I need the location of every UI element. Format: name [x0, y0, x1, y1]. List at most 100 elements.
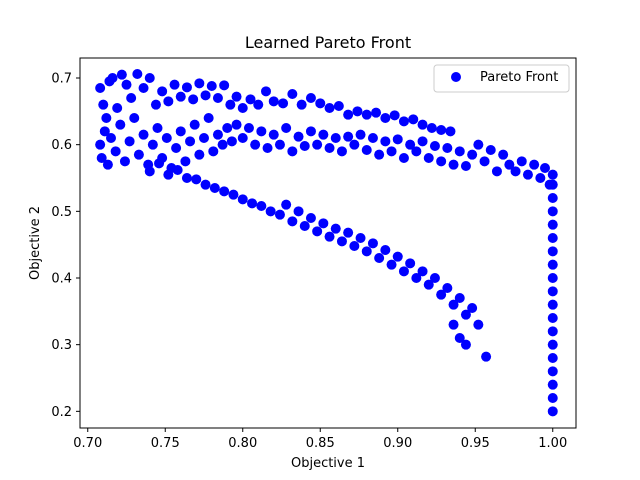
- data-point: [265, 206, 276, 217]
- legend-label: Pareto Front: [480, 70, 558, 85]
- data-point: [324, 103, 335, 113]
- data-point: [245, 94, 256, 105]
- data-point: [95, 139, 106, 150]
- data-point: [411, 273, 422, 283]
- data-point: [199, 133, 209, 143]
- data-point: [460, 339, 471, 350]
- data-point: [132, 69, 143, 79]
- data-point: [253, 99, 264, 110]
- data-point: [318, 129, 329, 140]
- data-point: [522, 169, 533, 180]
- legend: Pareto Front: [433, 64, 570, 93]
- data-point: [460, 309, 471, 320]
- data-point: [445, 126, 456, 137]
- data-point: [547, 206, 558, 217]
- y-tick-label: 0.7: [51, 72, 72, 87]
- data-point: [367, 238, 378, 249]
- data-point: [547, 219, 558, 230]
- x-tick-label: 0.90: [383, 436, 412, 451]
- y-axis-ticks: 0.2 0.3 0.4 0.5 0.6 0.7: [51, 72, 80, 420]
- data-point: [361, 109, 372, 120]
- data-point: [448, 159, 459, 170]
- data-point: [171, 143, 182, 153]
- data-point: [305, 213, 316, 223]
- data-point: [281, 199, 292, 210]
- data-point: [371, 107, 382, 118]
- data-point: [398, 116, 409, 127]
- x-axis-label: Objective 1: [291, 456, 365, 471]
- data-point: [268, 96, 279, 107]
- data-point: [219, 186, 230, 197]
- data-point: [152, 123, 163, 133]
- data-point: [547, 193, 558, 203]
- data-point: [408, 114, 419, 125]
- data-point: [188, 94, 199, 105]
- data-point: [454, 146, 465, 157]
- data-point: [367, 133, 378, 143]
- data-point: [336, 146, 347, 157]
- data-point: [547, 326, 558, 337]
- data-point: [547, 259, 558, 270]
- data-point: [129, 113, 140, 123]
- data-point: [442, 283, 453, 293]
- data-point: [485, 145, 496, 155]
- data-point: [261, 86, 271, 97]
- data-point: [287, 89, 298, 99]
- data-point: [274, 209, 285, 220]
- data-point: [281, 123, 292, 133]
- data-point: [436, 156, 447, 167]
- data-point: [324, 143, 335, 153]
- data-point: [386, 146, 397, 157]
- data-point: [101, 113, 112, 123]
- data-point: [349, 139, 360, 150]
- data-point: [116, 69, 127, 80]
- data-point: [231, 119, 242, 130]
- data-point: [237, 103, 248, 113]
- data-point: [547, 313, 558, 323]
- data-point: [175, 91, 186, 102]
- data-point: [361, 246, 372, 257]
- data-point: [150, 99, 161, 110]
- data-point: [293, 206, 304, 217]
- data-point: [191, 174, 202, 185]
- y-tick-label: 0.2: [51, 405, 72, 420]
- data-point: [324, 231, 335, 242]
- data-point: [305, 93, 316, 103]
- data-point: [361, 145, 372, 155]
- x-tick-label: 0.70: [73, 436, 102, 451]
- data-point: [436, 289, 447, 300]
- data-point: [274, 139, 285, 150]
- data-point: [398, 153, 409, 163]
- data-point: [417, 136, 428, 147]
- data-point: [126, 93, 137, 103]
- data-point: [299, 141, 310, 151]
- data-point: [448, 299, 459, 310]
- data-point: [547, 286, 558, 297]
- legend-marker: [451, 72, 461, 82]
- data-point: [423, 153, 434, 163]
- data-point: [203, 113, 214, 123]
- data-point: [454, 333, 465, 343]
- data-point: [481, 351, 492, 362]
- data-point: [330, 133, 341, 143]
- data-point: [194, 78, 205, 89]
- data-point: [392, 134, 403, 145]
- data-point: [349, 241, 360, 251]
- data-point: [226, 136, 237, 147]
- data-point: [163, 96, 174, 107]
- data-point: [138, 83, 149, 93]
- data-point: [529, 159, 540, 170]
- data-point: [386, 259, 397, 270]
- data-point: [262, 143, 273, 153]
- data-point: [124, 136, 135, 147]
- data-point: [442, 143, 453, 153]
- data-point: [237, 194, 248, 205]
- data-point: [212, 129, 223, 140]
- data-point: [547, 273, 558, 283]
- data-point: [115, 119, 126, 130]
- data-point: [110, 146, 121, 157]
- data-point: [547, 246, 558, 257]
- data-point: [535, 173, 546, 183]
- x-tick-label: 0.80: [228, 436, 257, 451]
- data-point: [547, 233, 558, 243]
